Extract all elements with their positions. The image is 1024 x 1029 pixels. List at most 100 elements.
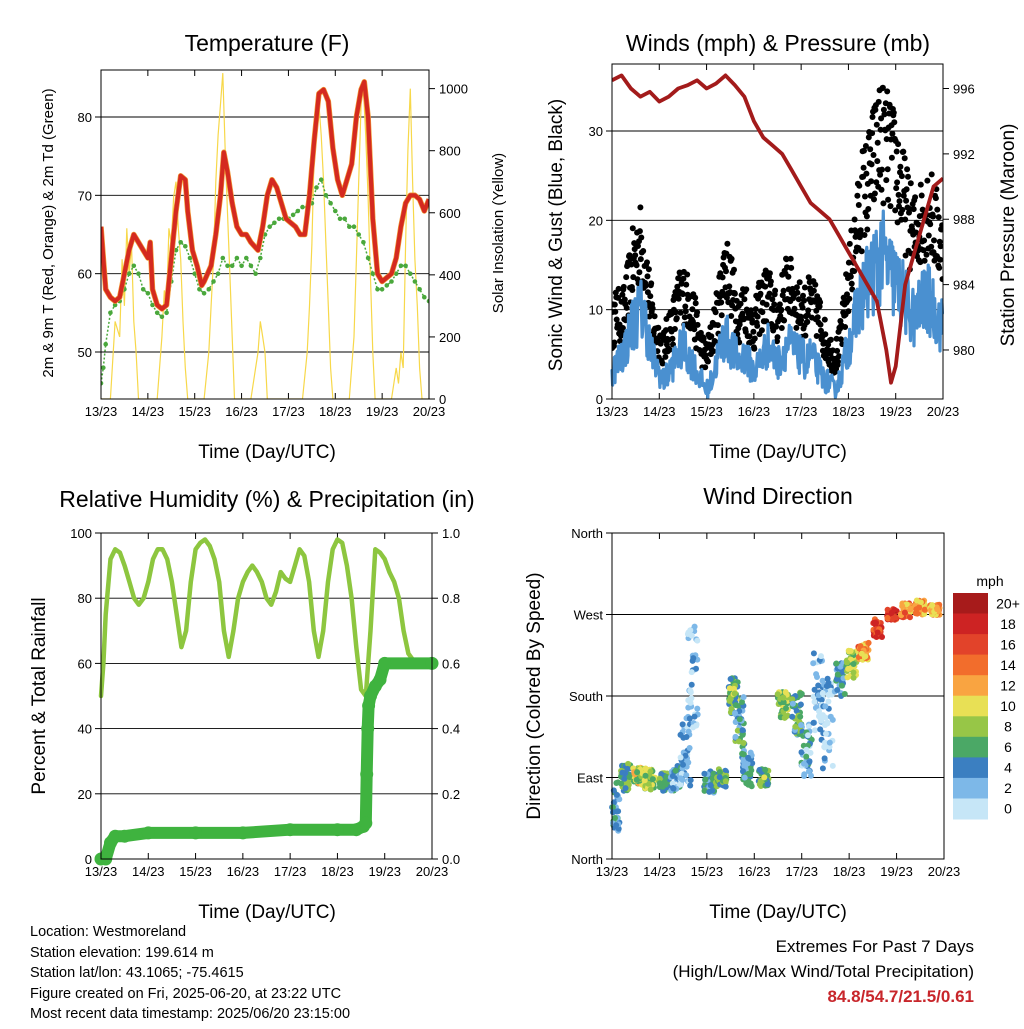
legend-label: 2 bbox=[1004, 780, 1012, 796]
winds-x-tick-label: 14/23 bbox=[643, 404, 676, 419]
gust-point bbox=[751, 345, 758, 352]
location-text: Location: Westmoreland bbox=[30, 924, 187, 940]
wind-direction-point bbox=[891, 606, 898, 613]
wind-direction-point bbox=[914, 610, 921, 617]
wind-direction-point bbox=[678, 770, 685, 777]
gust-point bbox=[873, 179, 880, 186]
wind-direction-point bbox=[656, 775, 663, 782]
gust-point bbox=[793, 284, 800, 291]
gust-point bbox=[931, 237, 937, 244]
wind-direction-point bbox=[865, 639, 872, 646]
gust-point bbox=[869, 114, 876, 120]
gust-point bbox=[737, 300, 744, 307]
gust-point bbox=[714, 322, 721, 329]
wind-direction-point bbox=[656, 780, 663, 787]
temperature-x-tick-label: 16/23 bbox=[225, 404, 258, 419]
gust-point bbox=[937, 243, 943, 250]
legend-swatch bbox=[953, 695, 988, 717]
winds-x-tick-label: 19/23 bbox=[879, 404, 912, 419]
rainfall-point bbox=[362, 699, 376, 713]
wind-direction-point bbox=[807, 749, 814, 756]
wind-direction-point bbox=[690, 655, 697, 662]
gust-point bbox=[912, 194, 919, 201]
temperature-xlabel: Time (Day/UTC) bbox=[198, 442, 336, 463]
gust-point bbox=[669, 335, 676, 342]
gust-point bbox=[763, 301, 770, 308]
gust-point bbox=[865, 206, 872, 212]
rainfall-point bbox=[360, 767, 374, 781]
wind-direction-point bbox=[735, 738, 742, 745]
station-info: Location: Westmoreland Station elevation… bbox=[30, 922, 350, 1025]
wind-direction-point bbox=[619, 769, 626, 776]
wind-direction-point bbox=[780, 694, 787, 701]
wind-direction-point bbox=[610, 809, 616, 816]
gust-point bbox=[918, 192, 925, 199]
gust-point bbox=[723, 268, 729, 275]
wind-direction-point bbox=[633, 776, 640, 783]
wind-direction-x-tick-label: 17/23 bbox=[785, 864, 818, 879]
gust-point bbox=[700, 335, 707, 342]
gust-point bbox=[810, 287, 817, 294]
temperature-y-tick-label: 50 bbox=[78, 345, 92, 360]
wind-direction-point bbox=[739, 699, 745, 705]
wind-direction-point bbox=[716, 774, 723, 781]
gust-point bbox=[692, 300, 699, 307]
wind-direction-point bbox=[670, 785, 677, 792]
gust-point bbox=[780, 287, 787, 294]
gust-point bbox=[785, 273, 792, 280]
wind-direction-x-tick-label: 15/23 bbox=[691, 864, 724, 879]
wind-direction-point bbox=[901, 609, 908, 616]
gust-point bbox=[924, 177, 931, 184]
winds-x-tick-label: 16/23 bbox=[738, 404, 771, 419]
gust-point bbox=[868, 178, 875, 185]
wind-direction-point bbox=[805, 723, 812, 730]
gust-point bbox=[644, 273, 651, 280]
gust-point bbox=[772, 287, 779, 294]
gust-point bbox=[877, 126, 884, 133]
winds-xlabel: Time (Day/UTC) bbox=[709, 442, 847, 463]
wind-direction-point bbox=[722, 778, 729, 785]
temperature-plot-frame bbox=[100, 69, 430, 400]
gust-point bbox=[888, 154, 895, 161]
gust-point bbox=[787, 255, 794, 262]
humidity-y2-tick-label: 0.4 bbox=[442, 722, 460, 737]
solar-insolation-series bbox=[101, 73, 429, 399]
wind-direction-point bbox=[732, 710, 738, 717]
gust-point bbox=[757, 290, 764, 297]
wind-direction-point bbox=[833, 660, 840, 667]
wind-direction-point bbox=[679, 721, 686, 728]
legend-label: 14 bbox=[1000, 657, 1016, 673]
elevation-text: Station elevation: 199.614 m bbox=[30, 944, 214, 961]
temperature-x-tick-label: 13/23 bbox=[85, 404, 118, 419]
winds-y-tick-label: 20 bbox=[589, 213, 603, 228]
winds-title: Winds (mph) & Pressure (mb) bbox=[626, 30, 930, 56]
gust-point bbox=[884, 166, 891, 173]
gust-point bbox=[817, 299, 824, 306]
winds-y-tick-label: 30 bbox=[589, 124, 603, 139]
gust-point bbox=[754, 313, 761, 320]
legend-label: 0 bbox=[1004, 801, 1012, 817]
gust-point bbox=[925, 232, 932, 239]
gust-point bbox=[935, 214, 942, 221]
wind-direction-point bbox=[741, 774, 748, 781]
wind-direction-point bbox=[662, 781, 669, 788]
dewpoint-point bbox=[276, 216, 282, 222]
gust-point bbox=[751, 335, 758, 342]
winds-y2label: Station Pressure (Maroon) bbox=[998, 124, 1019, 347]
winds-x-tick-label: 15/23 bbox=[690, 404, 723, 419]
wind-direction-point bbox=[740, 768, 746, 775]
extremes-subtitle: (High/Low/Max Wind/Total Precipitation) bbox=[672, 962, 974, 981]
wind-direction-ylabel: Direction (Colored By Speed) bbox=[524, 572, 545, 819]
wind-direction-point bbox=[647, 768, 654, 775]
gust-point bbox=[781, 317, 788, 324]
wind-direction-point bbox=[822, 714, 829, 721]
gust-point bbox=[834, 347, 841, 354]
gust-point bbox=[817, 321, 824, 328]
wind-direction-point bbox=[734, 727, 741, 734]
gust-point bbox=[621, 296, 628, 303]
gust-point bbox=[867, 146, 874, 153]
wind-direction-point bbox=[634, 769, 641, 776]
rainfall-point bbox=[283, 823, 297, 837]
wind-direction-x-tick-label: 20/23 bbox=[928, 864, 961, 879]
humidity-plot-frame bbox=[100, 532, 433, 860]
